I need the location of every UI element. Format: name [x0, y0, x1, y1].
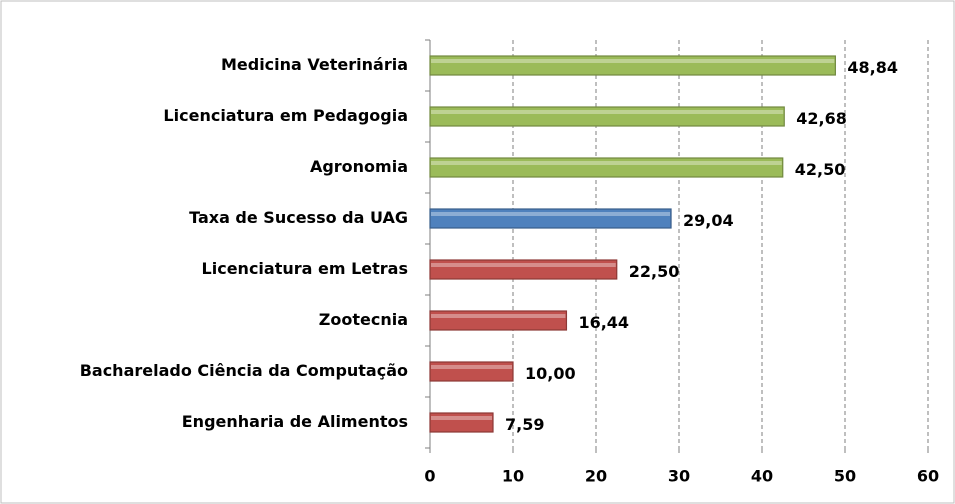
bar — [429, 55, 836, 76]
x-tick-label: 10 — [502, 467, 524, 486]
bar — [429, 412, 494, 433]
value-label: 10,00 — [525, 364, 576, 383]
value-label: 22,50 — [629, 262, 680, 281]
bar-highlight — [431, 416, 492, 420]
bar — [429, 106, 785, 127]
x-tick-label: 30 — [668, 467, 690, 486]
value-label: 42,50 — [795, 160, 846, 179]
y-tick-label: Licenciatura em Letras — [202, 259, 408, 278]
bar — [429, 259, 618, 280]
bar — [429, 310, 568, 331]
x-tick-label: 60 — [917, 467, 939, 486]
y-tick-label: Zootecnia — [319, 310, 408, 329]
y-tick-label: Medicina Veterinária — [221, 55, 408, 74]
x-tick-label: 40 — [751, 467, 773, 486]
value-label: 29,04 — [683, 211, 734, 230]
y-tick-label: Engenharia de Alimentos — [182, 412, 408, 431]
x-tick-label: 20 — [585, 467, 607, 486]
bar — [429, 157, 784, 178]
bar-highlight — [431, 263, 616, 267]
bar-highlight — [431, 365, 512, 369]
y-tick-label: Licenciatura em Pedagogia — [163, 106, 408, 125]
y-tick-label: Bacharelado Ciência da Computação — [80, 361, 408, 380]
bar-highlight — [431, 314, 566, 318]
y-tick-label: Agronomia — [310, 157, 408, 176]
value-label: 16,44 — [578, 313, 629, 332]
bar — [429, 208, 672, 229]
value-label: 42,68 — [796, 109, 847, 128]
value-label: 7,59 — [505, 415, 544, 434]
bar-highlight — [431, 110, 784, 114]
bar-highlight — [431, 212, 671, 216]
y-tick-label: Taxa de Sucesso da UAG — [189, 208, 408, 227]
bar — [429, 361, 514, 382]
bar-highlight — [431, 161, 782, 165]
x-tick-label: 50 — [834, 467, 856, 486]
bar-highlight — [431, 59, 835, 63]
value-label: 48,84 — [847, 58, 898, 77]
x-tick-label: 0 — [424, 467, 435, 486]
